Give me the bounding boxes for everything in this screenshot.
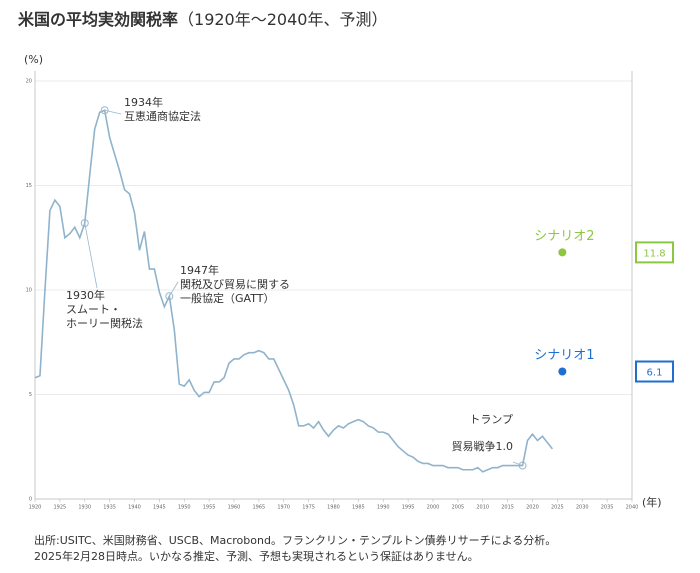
annotation-leader [168, 281, 179, 297]
x-tick-label: 2035 [601, 505, 614, 511]
x-axis-label: (年) [642, 495, 662, 509]
annotation-text: 関税及び貿易に関する [180, 277, 290, 291]
y-tick-label: 0 [29, 497, 32, 503]
x-tick-label: 1970 [277, 505, 290, 511]
x-tick-label: 1945 [153, 505, 166, 511]
x-tick-label: 2015 [501, 505, 514, 511]
x-tick-label: 1990 [377, 505, 390, 511]
x-tick-label: 1935 [103, 505, 116, 511]
annotation-leader [84, 223, 98, 289]
scenario-value-box [635, 360, 674, 383]
chart-title: 米国の平均実効関税率（1920年〜2040年、予測） [18, 10, 387, 29]
x-tick-label: 1930 [78, 505, 91, 511]
annotation-text: 互恵通商協定法 [124, 109, 201, 123]
x-tick-label: 1960 [228, 505, 241, 511]
x-tick-label: 1975 [302, 505, 315, 511]
annotation-marker [165, 292, 174, 301]
annotation-text: トランプ [469, 413, 513, 426]
scenario-value: 11.8 [643, 248, 665, 259]
x-tick-label: 1955 [203, 505, 216, 511]
x-tick-label: 2005 [452, 505, 465, 511]
annotation-marker [80, 219, 89, 228]
annotation-text: 1934年 [124, 95, 163, 109]
y-axis-label: (%) [24, 53, 43, 66]
x-tick-label: 1950 [178, 505, 191, 511]
annotation-text: スムート・ [66, 303, 121, 316]
x-tick-label: 2010 [476, 505, 489, 511]
annotation-text: 一般協定（GATT） [180, 291, 274, 305]
y-tick-label: 20 [26, 79, 32, 85]
scenario-value-box [635, 241, 674, 264]
x-tick-label: 2025 [551, 505, 564, 511]
x-tick-label: 1985 [352, 505, 365, 511]
footnote: 出所:USITC、米国財務省、USCB、Macrobond。フランクリン・テンプ… [34, 533, 556, 547]
subtitle: （1920年〜2040年、予測） [178, 10, 387, 29]
scenario-value: 6.1 [647, 368, 663, 379]
x-tick-label: 1995 [402, 505, 415, 511]
scenario-point [558, 367, 567, 376]
x-tick-label: 1965 [253, 505, 266, 511]
x-tick-label: 2040 [626, 505, 639, 511]
title: 米国の平均実効関税率 [18, 10, 178, 29]
scenario-label: シナリオ1 [534, 348, 594, 363]
x-tick-label: 2020 [526, 505, 539, 511]
annotation-text: 1947年 [180, 263, 219, 277]
y-tick-label: 5 [29, 392, 32, 398]
scenario-label: シナリオ2 [534, 229, 594, 244]
x-tick-label: 1925 [54, 505, 67, 511]
annotation-leader [512, 461, 523, 466]
y-tick-label: 15 [26, 183, 32, 189]
x-tick-label: 1920 [29, 505, 42, 511]
x-tick-label: 2030 [576, 505, 589, 511]
annotation-leader [104, 109, 122, 115]
scenario-point [558, 248, 567, 257]
footnote: 2025年2月28日時点。いかなる推定、予測、予想も実現されるという保証はありま… [34, 549, 479, 563]
annotation-marker [100, 106, 109, 115]
x-tick-label: 1980 [327, 505, 340, 511]
annotation-text: ホーリー関税法 [66, 316, 143, 330]
annotation-text: 貿易戦争1.0 [452, 439, 514, 453]
annotation-text: 1930年 [66, 288, 105, 302]
annotation-marker [518, 461, 527, 470]
line-series [34, 109, 554, 473]
x-tick-label: 2000 [427, 505, 440, 511]
x-tick-label: 1940 [128, 505, 141, 511]
y-tick-label: 10 [26, 288, 32, 294]
